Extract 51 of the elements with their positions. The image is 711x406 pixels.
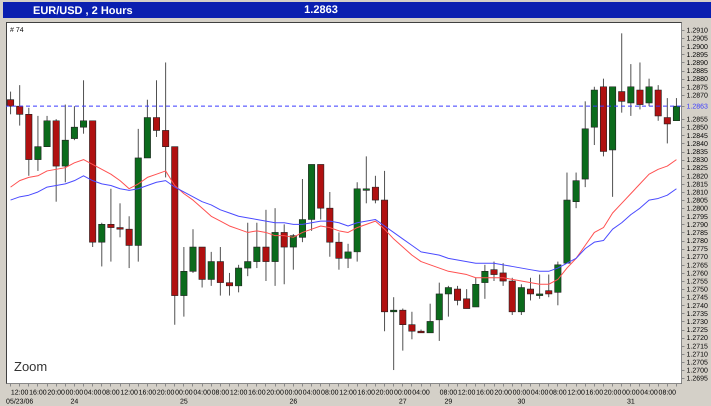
candlestick xyxy=(290,234,297,270)
text: 1.2863 xyxy=(304,4,338,16)
candlestick xyxy=(107,188,114,262)
candlestick xyxy=(481,264,488,300)
candlestick xyxy=(636,62,644,110)
candlestick xyxy=(646,78,653,107)
candlestick xyxy=(490,261,498,282)
candlestick xyxy=(536,274,544,300)
line-series xyxy=(10,159,677,285)
candlestick xyxy=(399,308,406,352)
candlestick xyxy=(463,288,470,310)
candlestick xyxy=(126,216,133,269)
candlestick xyxy=(372,175,379,204)
candlestick xyxy=(426,303,434,334)
candlestick xyxy=(390,296,398,371)
candlestick xyxy=(116,202,124,238)
candlestick xyxy=(262,209,270,282)
candlestick xyxy=(500,262,507,286)
candlestick xyxy=(7,91,14,115)
candlestick xyxy=(98,222,106,267)
candlestick xyxy=(572,172,580,209)
candlestick xyxy=(216,246,224,296)
candlestick xyxy=(362,156,370,204)
candlestick xyxy=(298,178,306,243)
candlestick xyxy=(153,80,160,138)
candlestick xyxy=(235,264,242,293)
annotation: Zoom xyxy=(14,359,48,374)
candlestick xyxy=(618,32,626,114)
candlestick xyxy=(527,277,534,301)
candlestick xyxy=(280,224,288,285)
candlestick xyxy=(244,222,252,277)
candlestick xyxy=(80,80,88,134)
chart-title: EUR/USD , 2 Hours xyxy=(33,5,133,17)
candlestick xyxy=(344,243,352,269)
line-series xyxy=(10,175,677,272)
candlestick xyxy=(664,98,671,144)
candlestick xyxy=(408,311,416,340)
candlestick xyxy=(672,98,680,122)
candlestick xyxy=(472,277,480,308)
candlestick xyxy=(444,285,452,318)
candlestick xyxy=(34,115,42,172)
candlestick xyxy=(226,272,233,296)
candlestick xyxy=(16,84,24,126)
candlestick xyxy=(162,62,170,178)
candlestick xyxy=(253,222,260,269)
candlestick xyxy=(208,251,215,286)
candlestick xyxy=(545,274,552,298)
candlestick xyxy=(70,106,78,141)
candlestick xyxy=(627,64,634,116)
candlestick xyxy=(454,285,462,306)
candlestick xyxy=(335,232,342,270)
